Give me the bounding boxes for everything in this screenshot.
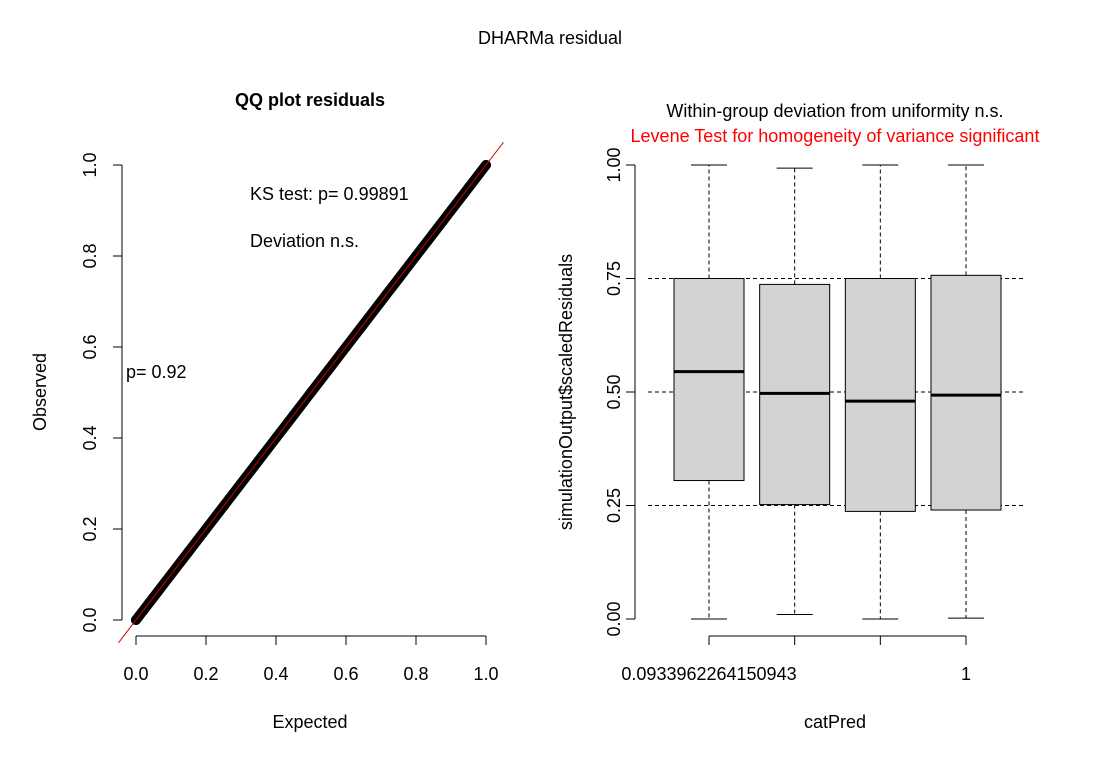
qq-plot-panel: QQ plot residuals Expected Observed KS t… <box>30 90 504 732</box>
qq-x-axis-label: Expected <box>272 712 347 732</box>
qq-x-tick-label: 0.4 <box>263 664 288 684</box>
qq-reference-line <box>118 141 504 644</box>
boxplot-x-axis-label: catPred <box>804 712 866 732</box>
boxplot-box-group <box>844 164 916 620</box>
qq-x-tick-label: 0.0 <box>123 664 148 684</box>
boxplot-y-tick-label: 0.75 <box>604 261 624 296</box>
qq-y-tick-label: 0.6 <box>80 334 100 359</box>
qq-x-tick-label: 0.6 <box>333 664 358 684</box>
ks-test-annotation: KS test: p= 0.99891 <box>250 184 409 204</box>
qq-y-tick-label: 0.2 <box>80 516 100 541</box>
qq-y-tick-label: 1.0 <box>80 152 100 177</box>
qq-x-tick-label: 0.8 <box>403 664 428 684</box>
boxplot-title: Within-group deviation from uniformity n… <box>666 101 1003 121</box>
levene-test-subtitle: Levene Test for homogeneity of variance … <box>631 126 1040 146</box>
boxplot-marks: 0.00 0.25 0.50 0.75 1.00 0.0933962264150943 1 <box>604 147 1026 684</box>
qq-plot-title: QQ plot residuals <box>235 90 385 110</box>
boxplot-box <box>673 278 745 482</box>
boxplot-box <box>930 274 1002 511</box>
boxplot-y-axis-label: simulationOutput$scaledResiduals <box>556 254 576 530</box>
boxplot-y-tick-label: 0.00 <box>604 601 624 636</box>
qq-marks: 0.0 0.2 0.4 0.6 0.8 1.0 0.0 0.2 0.4 0.6 0.8 1.0 <box>80 141 504 684</box>
boxplot-y-tick-label: 0.25 <box>604 488 624 523</box>
qq-x-tick-label: 0.2 <box>193 664 218 684</box>
qq-y-tick-label: 0.0 <box>80 607 100 632</box>
boxplot-x-tick-label: 0.0933962264150943 <box>621 664 796 684</box>
boxplot-y-tick-label: 0.50 <box>604 374 624 409</box>
boxplot-box-group <box>673 164 745 620</box>
qq-y-tick-label: 0.4 <box>80 425 100 450</box>
boxplot-box <box>844 278 916 512</box>
boxplot-y-tick-label: 1.00 <box>604 147 624 182</box>
boxplot-box-group <box>759 167 831 615</box>
boxplot-box-group <box>930 164 1002 619</box>
deviation-annotation: Deviation n.s. <box>250 231 359 251</box>
qq-y-tick-label: 0.8 <box>80 243 100 268</box>
qq-y-axis-label: Observed <box>30 353 50 431</box>
dispersion-p-annotation: p= 0.92 <box>126 362 187 382</box>
qq-x-tick-label: 1.0 <box>473 664 498 684</box>
boxplot-x-tick-label: 1 <box>961 664 971 684</box>
figure-title: DHARMa residual <box>478 28 622 48</box>
boxplot-panel: Within-group deviation from uniformity n… <box>556 101 1039 732</box>
